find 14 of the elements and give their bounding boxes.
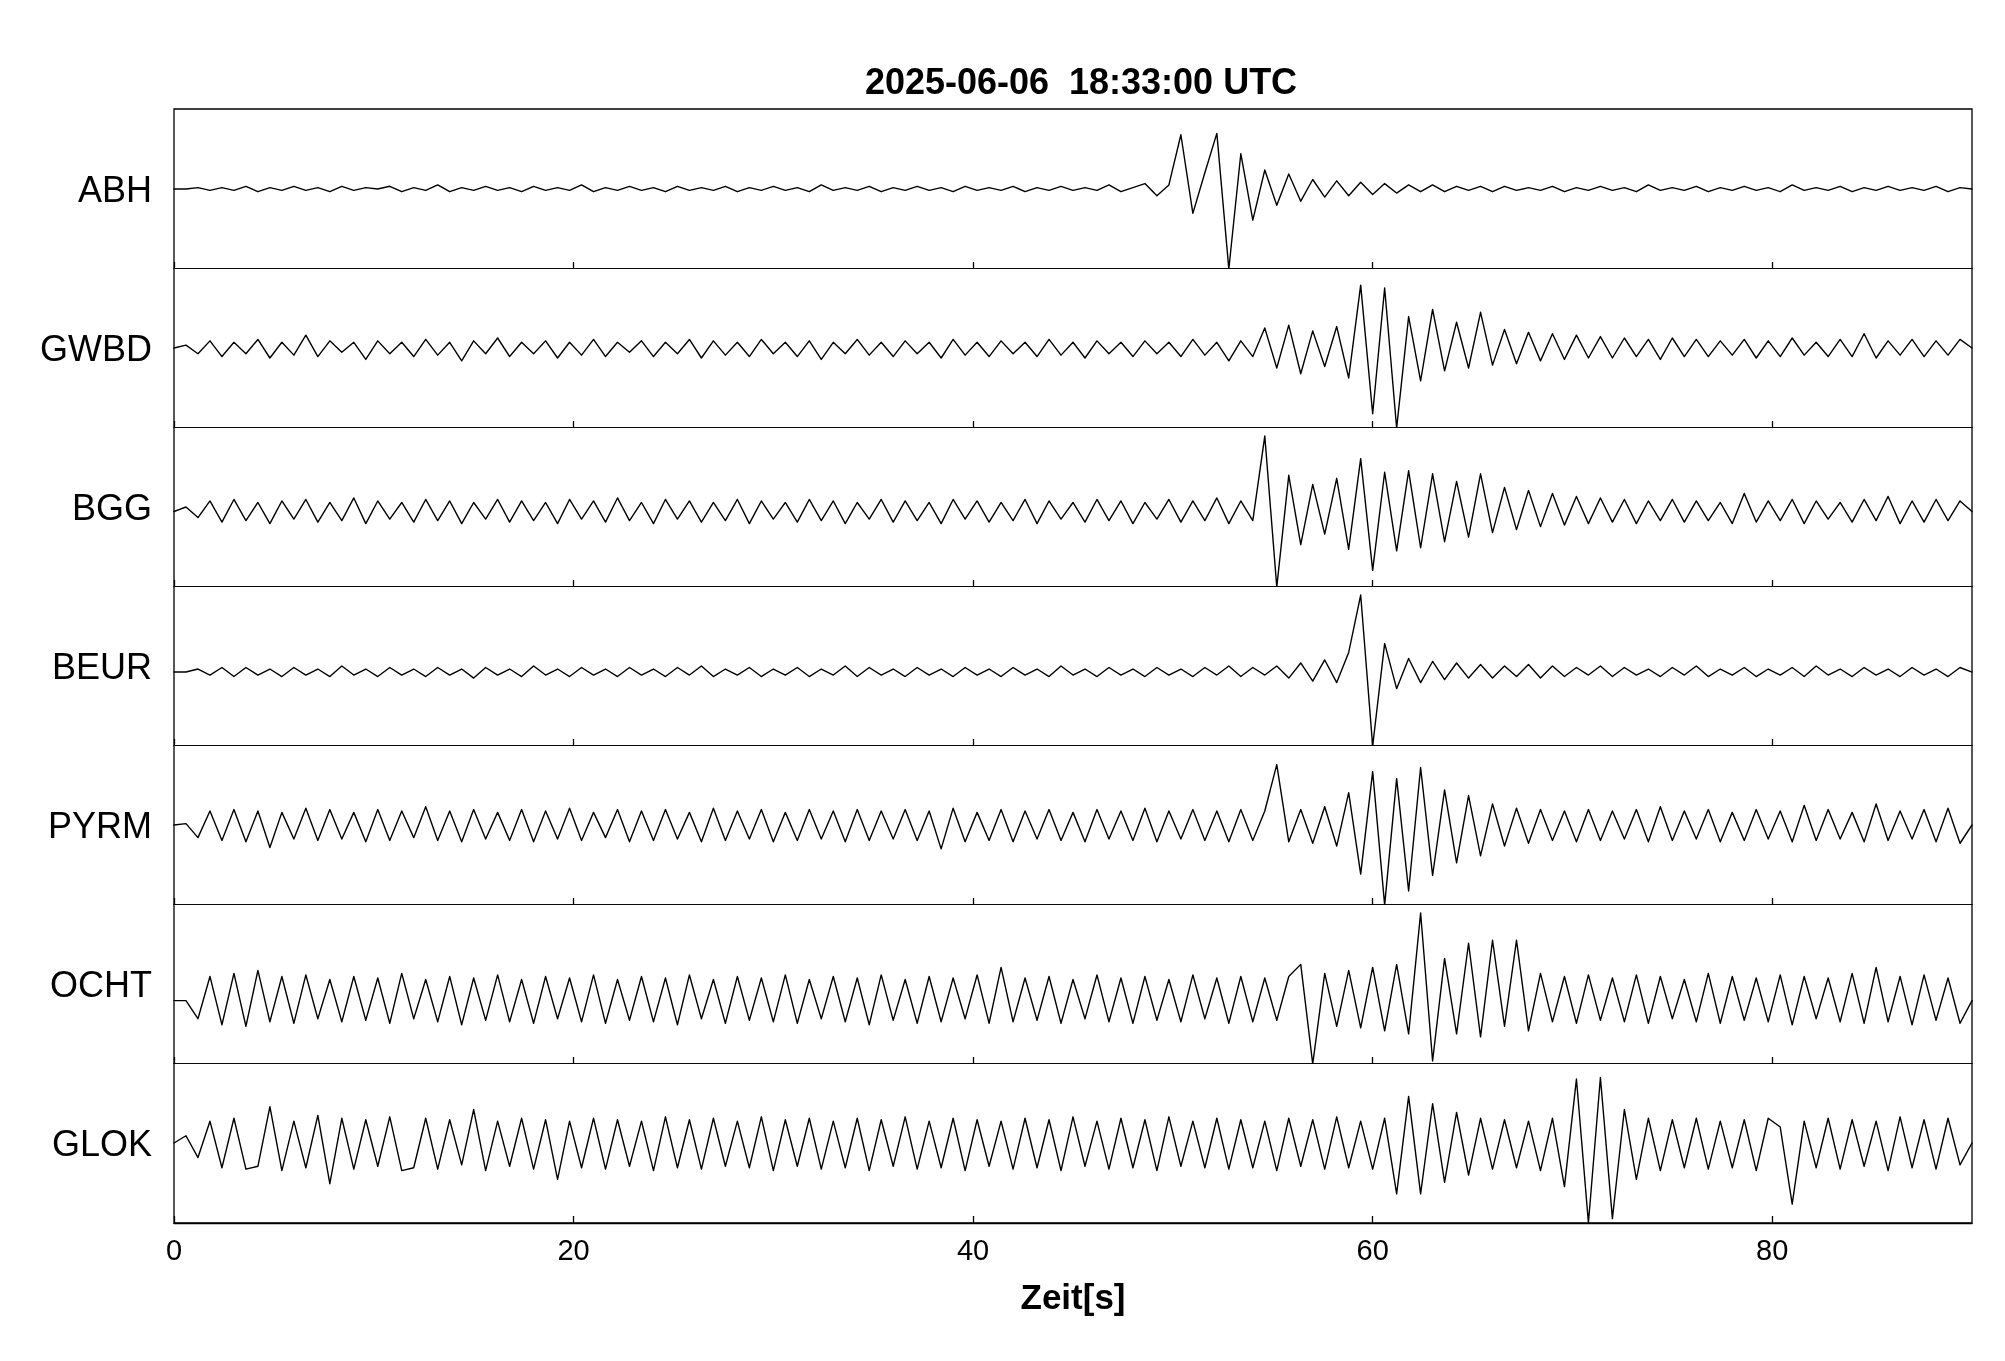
x-axis-title: Zeit[s] (1020, 1277, 1126, 1316)
x-tick-label: 40 (956, 1233, 990, 1266)
x-tick-label: 80 (1756, 1233, 1789, 1266)
x-tick-label: 20 (557, 1233, 590, 1266)
x-tick-label: 60 (1356, 1233, 1389, 1266)
y-axis-title: BGG (71, 486, 152, 528)
y-axis-title: ABH (77, 168, 152, 210)
y-axis-title: OCHT (50, 963, 152, 1005)
y-axis-title: GLOK (51, 1122, 152, 1164)
y-axis-title: PYRM (47, 804, 152, 846)
y-axis-title: BEUR (51, 645, 152, 687)
chart-title: 2025-06-06 18:33:00 UTC (864, 60, 1298, 102)
x-tick-label: 0 (165, 1233, 183, 1266)
y-axis-title: GWBD (40, 327, 152, 369)
